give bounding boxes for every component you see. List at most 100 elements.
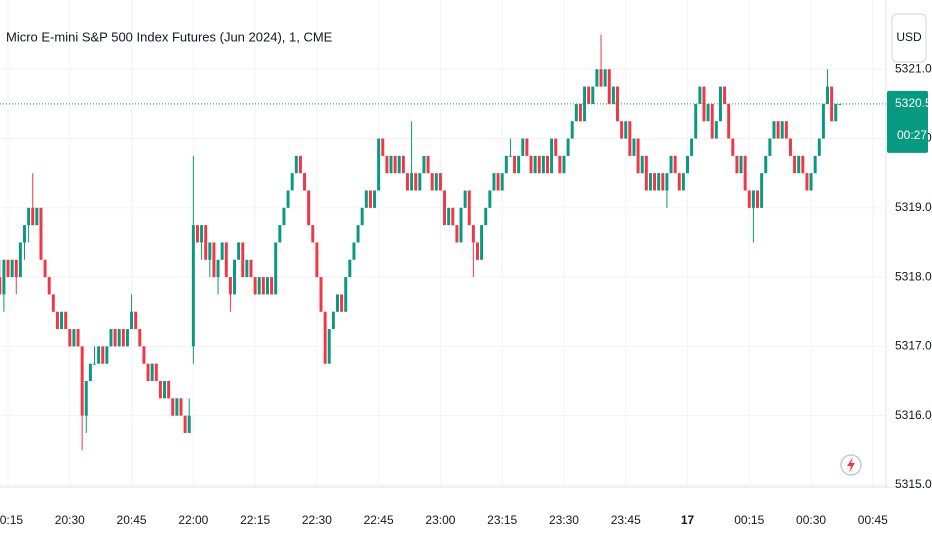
candle-body [706,103,710,122]
candle-body [817,138,821,156]
candle-body [35,207,39,226]
candle-body [216,259,220,278]
candle-body [681,173,685,191]
countdown-label: 00:27 [897,128,927,142]
candle-body [731,138,735,156]
alert-bolt[interactable] [847,457,855,473]
candle-body [570,121,574,139]
candle-body [18,242,22,278]
candle-body [117,329,121,347]
y-tick-label: 5315.00 [895,477,932,491]
candle-body [101,346,105,364]
candle-body [179,398,183,416]
candle-body [27,207,31,226]
candle-body [723,86,727,104]
candle-body [599,69,603,87]
candle-body [171,398,175,416]
candle-body [47,277,51,295]
candle-body [838,103,842,105]
x-tick-label: 23:00 [425,513,455,527]
candle-body [130,311,134,330]
candle-body [335,294,339,312]
candle-body [191,225,195,347]
candle-body [434,173,438,191]
candle-body [467,190,471,226]
candle-body [636,138,640,174]
candle-body [368,190,372,208]
candle-body [603,69,607,87]
candle-body [657,173,661,191]
candle-body [644,155,648,191]
candle-body [418,173,422,191]
candle-body [97,346,101,364]
candle-body [607,69,611,104]
candle-body [113,329,117,347]
candle-body [298,155,302,174]
candle-body [228,277,232,295]
candle-body [290,173,294,191]
candle-body [813,155,817,174]
candle-body [410,173,414,191]
candle-body [64,311,68,330]
candle-body [360,207,364,226]
candle-body [233,259,237,295]
candle-body [76,329,80,347]
candle-body [714,121,718,139]
y-tick-label: 5321.00 [895,61,932,75]
candle-body [480,225,484,260]
candle-body [261,277,265,295]
y-tick-label: 5317.00 [895,339,932,353]
x-tick-label: 23:45 [611,513,641,527]
candle-body [278,225,282,243]
candle-body [583,86,587,122]
alert-icon[interactable] [840,454,862,476]
candle-body [496,173,500,191]
candle-body [60,311,64,330]
candle-body [245,259,249,278]
candle-body [253,277,257,295]
candle-body [834,103,838,122]
candle-body [578,103,582,122]
candle-body [793,155,797,174]
candle-body [405,173,409,191]
candle-body [55,311,59,330]
candle-body [826,86,830,104]
candle-body [673,155,677,174]
candle-body [93,363,96,365]
candle-body [665,173,669,191]
candle-body [554,138,558,156]
candle-body [265,277,269,295]
currency-button[interactable] [891,13,927,63]
candle-body [784,121,788,139]
candle-body [821,103,825,139]
currency-label[interactable]: USD [896,30,922,44]
candle-body [529,155,533,174]
candle-body [84,381,88,416]
candle-body [772,121,776,139]
candle-body [587,86,591,104]
candle-body [574,103,578,122]
candle-body [533,155,537,174]
candle-body [809,173,813,191]
candle-body [620,121,624,139]
candle-body [14,259,18,278]
candle-body [541,155,545,174]
candle-body [212,242,216,278]
candle-body [105,346,109,364]
y-tick-label: 5318.00 [895,269,932,283]
candle-body [270,277,274,295]
candle-body [150,363,154,382]
candle-body [373,190,377,208]
candle-body [331,311,335,330]
candle-body [727,103,731,139]
candle-body [698,86,702,104]
candle-body [158,381,162,399]
candle-body [624,121,628,139]
candle-body [525,138,529,156]
candle-body [768,138,772,156]
chart-title: Micro E-mini S&P 500 Index Futures (Jun … [6,29,333,44]
y-tick-label: 5316.00 [895,408,932,422]
candle-body [521,138,525,156]
candle-body [340,294,344,312]
